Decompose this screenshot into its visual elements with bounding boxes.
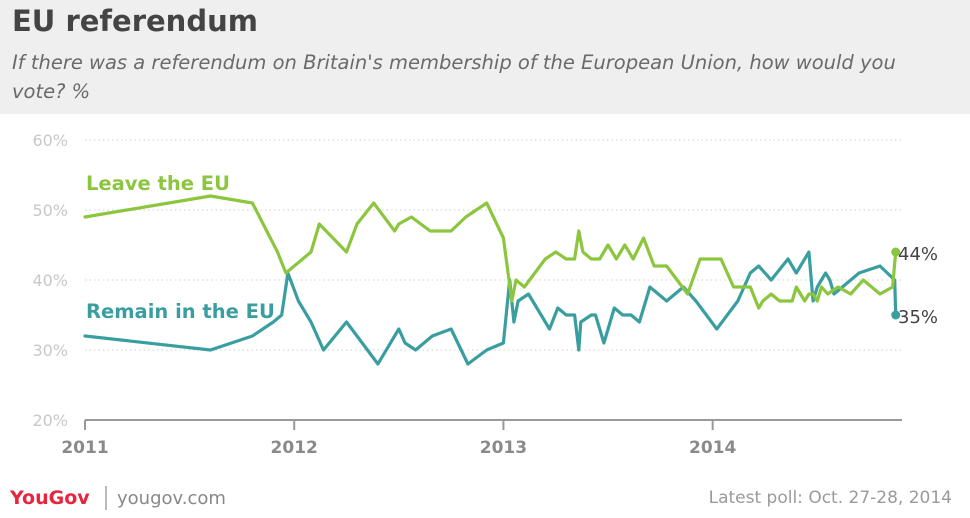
x-tick-label: 2011: [61, 438, 108, 458]
yougov-logo: YouGov: [10, 487, 90, 509]
y-tick-label: 40%: [32, 271, 68, 290]
y-tick-label: 30%: [32, 341, 68, 360]
leave-series-line: [83, 194, 898, 310]
remain-end-point: [891, 310, 901, 320]
remain-end-label: 35%: [898, 307, 938, 328]
y-tick-label: 20%: [32, 411, 68, 430]
chart-subtitle: If there was a referendum on Britain's m…: [12, 51, 896, 103]
footer-divider: [105, 486, 107, 510]
header-banner: EU referendum If there was a referendum …: [0, 0, 970, 114]
x-tick-label: 2012: [271, 438, 318, 458]
leave-end-point: [891, 247, 901, 257]
leave-end-label: 44%: [898, 244, 938, 265]
x-tick-label: 2013: [480, 438, 527, 458]
leave-series-label: Leave the EU: [86, 172, 230, 195]
y-tick-label: 50%: [32, 201, 68, 220]
remain-series-label: Remain in the EU: [86, 300, 275, 323]
footer-site-link[interactable]: yougov.com: [117, 488, 226, 509]
x-tick-label: 2014: [689, 438, 736, 458]
remain-series-line: [83, 250, 898, 366]
y-tick-label: 60%: [32, 131, 68, 150]
chart-title: EU referendum: [12, 4, 258, 38]
latest-poll-note: Latest poll: Oct. 27-28, 2014: [708, 488, 952, 508]
